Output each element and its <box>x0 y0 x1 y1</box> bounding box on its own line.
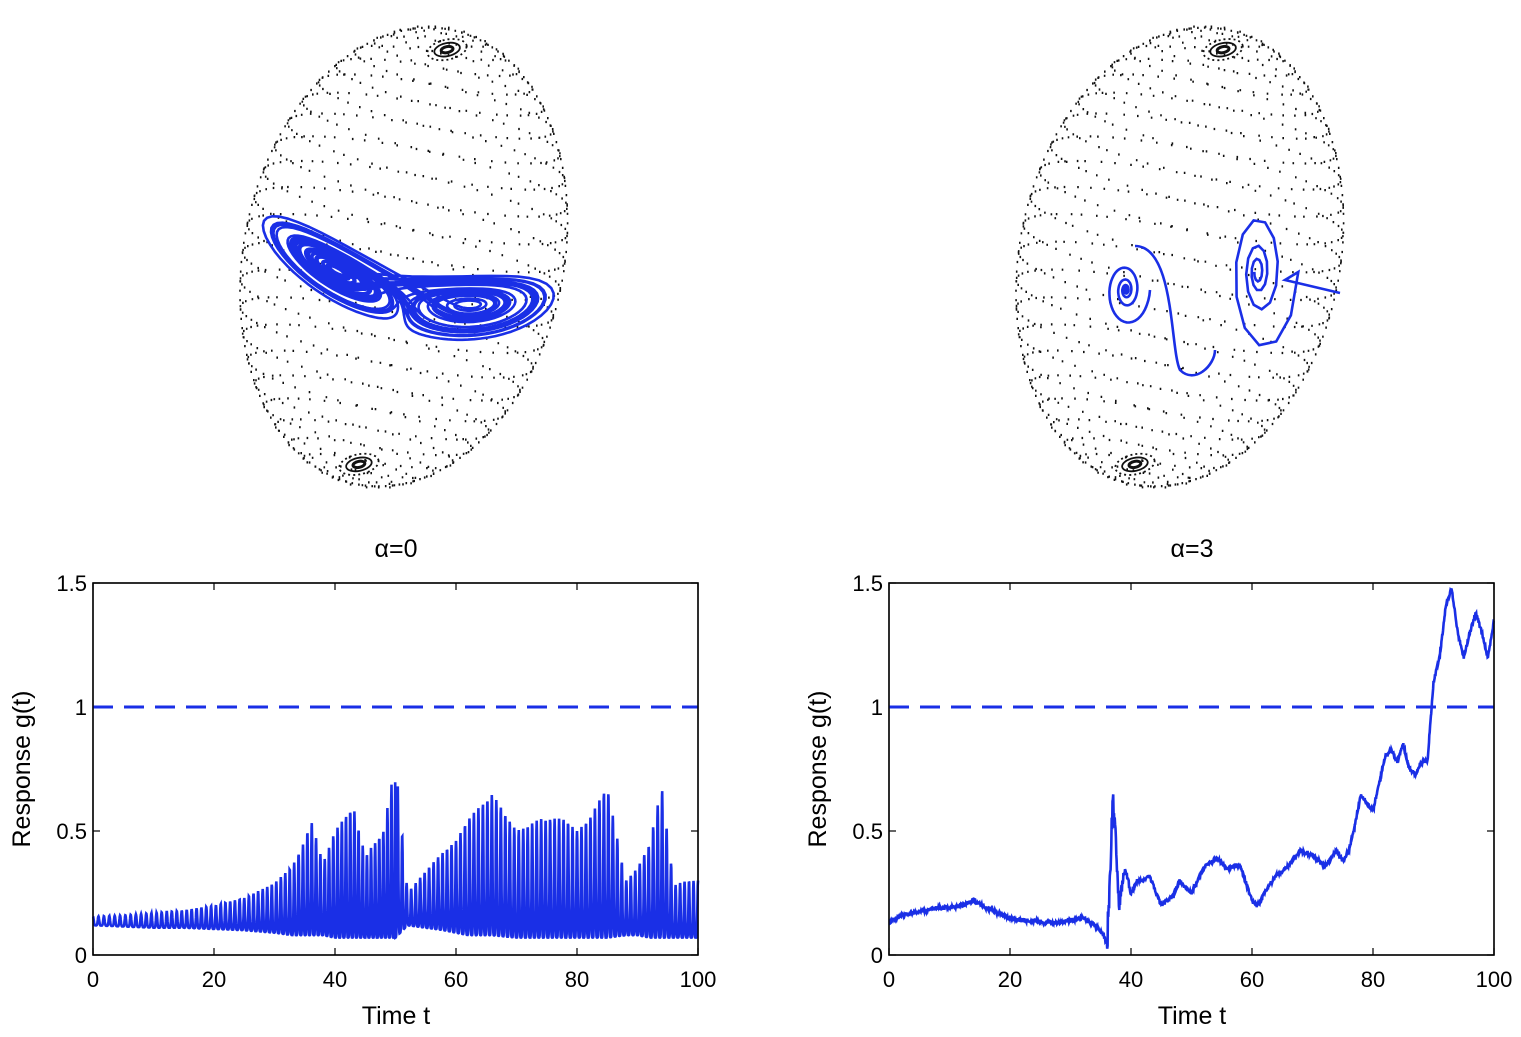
y-tick-label: 0.5 <box>852 819 883 844</box>
plot-frame <box>888 582 1495 956</box>
attractor-trajectory <box>261 215 555 342</box>
line-chart-left: α=0 Time t Response g(t) 0 20 40 60 80 100 0 0.… <box>8 535 716 1030</box>
pole-ring <box>1114 452 1156 476</box>
x-axis-label: Time t <box>362 1002 431 1030</box>
y-axis-label: Response g(t) <box>804 690 832 847</box>
pole-ring <box>1209 41 1237 58</box>
x-tick-label: 80 <box>565 967 589 992</box>
x-tick-label: 20 <box>998 967 1022 992</box>
pole-ring <box>426 38 468 62</box>
y-tick-label: 0.5 <box>56 819 87 844</box>
plot-frame <box>888 582 1495 956</box>
pole-ring <box>1202 38 1244 62</box>
pole-ring <box>351 459 367 470</box>
trajectory-connection <box>1134 244 1217 377</box>
x-tick-label: 100 <box>680 967 717 992</box>
x-tick-label: 40 <box>1119 967 1143 992</box>
x-tick-label: 80 <box>1361 967 1385 992</box>
pole-ring <box>1121 456 1149 473</box>
pole-ring <box>439 44 455 55</box>
pole-ring <box>345 456 373 473</box>
y-tick-label: 0 <box>75 943 87 968</box>
x-tick-label: 20 <box>202 967 226 992</box>
y-tick-label: 1.5 <box>852 571 883 596</box>
pole-ring <box>1127 459 1143 470</box>
chart-title: α=3 <box>1171 535 1214 563</box>
y-tick-label: 1.5 <box>56 571 87 596</box>
y-tick-label: 1 <box>75 695 87 720</box>
plot-frame <box>92 582 699 956</box>
line-chart-right: α=3 Time t Response g(t) 0 20 40 60 80 100 0 0.… <box>804 535 1512 1030</box>
sphere-dots <box>239 25 569 489</box>
sphere-dots <box>1015 25 1345 489</box>
pole-ring <box>433 41 461 58</box>
y-tick-label: 1 <box>871 695 883 720</box>
x-tick-label: 0 <box>883 967 895 992</box>
trajectory-spiral-right <box>1234 218 1341 347</box>
y-tick-label: 0 <box>871 943 883 968</box>
x-tick-label: 0 <box>87 967 99 992</box>
response-series-line <box>91 782 700 941</box>
sphere-plot-right <box>1015 25 1345 489</box>
pole-ring <box>338 452 380 476</box>
x-tick-label: 60 <box>444 967 468 992</box>
x-tick-label: 60 <box>1240 967 1264 992</box>
trajectory-spiral-left <box>1108 266 1152 324</box>
sphere-plot-left <box>239 25 569 489</box>
x-tick-label: 100 <box>1476 967 1513 992</box>
y-axis-label: Response g(t) <box>8 690 36 847</box>
response-series-line <box>888 586 1495 949</box>
chart-title: α=0 <box>375 535 418 563</box>
x-tick-label: 40 <box>323 967 347 992</box>
pole-ring <box>1215 44 1231 55</box>
x-axis-label: Time t <box>1158 1002 1227 1030</box>
